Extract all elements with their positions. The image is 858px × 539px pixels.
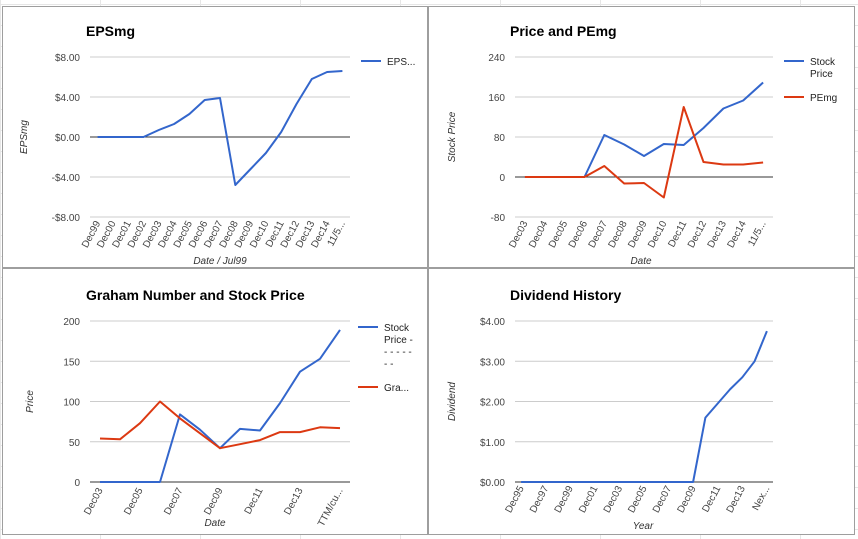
x-tick-label: Dec01 — [577, 484, 600, 515]
x-axis-label: Date / Jul99 — [193, 256, 247, 267]
y-axis-label: Stock Price — [447, 111, 458, 162]
y-tick-label: $1.00 — [480, 438, 505, 449]
series-line-1 — [97, 70, 343, 186]
x-tick-label: TTM/cu... — [316, 486, 346, 528]
chart-title: Price and PEmg — [510, 23, 617, 39]
dividend-svg: Dividend History $4.00 $3.00 $2.00 $1.00 $0.0… — [447, 287, 773, 532]
x-axis-label: Year — [633, 521, 654, 532]
legend-entry: Stock Price -- - - - -- - — [384, 323, 413, 370]
y-axis-label: Dividend — [447, 382, 458, 421]
y-tick-label: $8.00 — [55, 53, 80, 64]
y-tick-label: $0.00 — [480, 478, 505, 489]
price-pe-chart-panel[interactable]: Price and PEmg 240 160 80 0 -80 Dec03 Dec04 Dec0… — [428, 6, 855, 268]
x-tick-label: Dec13 — [725, 484, 748, 515]
y-tick-label: 0 — [74, 478, 80, 489]
y-tick-label: -80 — [491, 213, 506, 224]
x-tick-label: Dec09 — [676, 484, 699, 515]
price-pe-svg: Price and PEmg240160800-80Dec03Dec04Dec0… — [447, 23, 837, 267]
y-axis-label: Price — [25, 390, 36, 413]
chart-title: Graham Number and Stock Price — [86, 287, 305, 303]
x-tick-label: Dec05 — [626, 484, 649, 515]
legend-entry: Gra... — [384, 383, 409, 394]
y-tick-label: 240 — [488, 53, 505, 64]
y-tick-label: -$4.00 — [52, 173, 81, 184]
legend-entry: EPS... — [387, 57, 415, 68]
graham-svg: Graham Number and Stock Price 200 150 100 50… — [25, 287, 413, 529]
x-tick-label: Dec11 — [243, 486, 266, 516]
eps-chart-panel[interactable]: EPSmg $8.00 $4.00 $0.00 -$4.00 -$8.00 Dec99 Dec… — [2, 6, 428, 268]
y-tick-label: 200 — [63, 317, 80, 328]
x-axis-label: Date — [630, 256, 652, 267]
chart-title: Dividend History — [510, 287, 621, 303]
chart-title: EPSmg — [86, 23, 135, 39]
x-tick-label: Dec07 — [162, 486, 185, 517]
x-tick-label: Dec14 — [726, 219, 749, 250]
y-tick-label: $0.00 — [55, 133, 80, 144]
x-tick-label: 11/5... — [746, 219, 768, 248]
x-tick-label: Dec95 — [504, 484, 527, 515]
dividend-chart-panel[interactable]: Dividend History $4.00 $3.00 $2.00 $1.00 $0.0… — [428, 268, 855, 535]
y-tick-label: 160 — [488, 93, 505, 104]
graham-chart-panel[interactable]: Graham Number and Stock Price 200 150 100 50… — [2, 268, 428, 535]
y-tick-label: $3.00 — [480, 357, 505, 368]
x-tick-label: Dec05 — [122, 486, 145, 517]
eps-svg: EPSmg$8.00$4.00$0.00-$4.00-$8.00Dec99Dec… — [19, 23, 415, 267]
x-tick-label: Dec11 — [700, 484, 723, 514]
y-tick-label: $4.00 — [480, 317, 505, 328]
y-tick-label: 150 — [63, 357, 80, 368]
x-tick-label: Dec97 — [528, 484, 551, 515]
y-axis-label: EPSmg — [19, 120, 30, 154]
series-line-1 — [521, 330, 768, 483]
x-tick-label: Dec10 — [646, 219, 669, 250]
x-tick-label: Dec03 — [82, 486, 105, 517]
x-tick-label: Dec07 — [651, 484, 674, 515]
x-tick-label: Dec13 — [282, 486, 305, 517]
y-tick-label: 0 — [499, 173, 505, 184]
x-tick-label: Dec09 — [202, 486, 225, 517]
x-axis-label: Date — [204, 518, 226, 529]
y-tick-label: $4.00 — [55, 93, 80, 104]
legend-entry: Stock Price — [810, 57, 836, 80]
y-tick-label: 80 — [494, 133, 506, 144]
x-tick-label: Dec03 — [602, 484, 625, 515]
x-tick-label: Dec99 — [553, 484, 576, 515]
series-line-2 — [99, 400, 341, 450]
x-tick-label: Nex... — [751, 484, 773, 512]
y-tick-label: -$8.00 — [52, 213, 81, 224]
series-line-2 — [524, 106, 764, 199]
y-tick-label: $2.00 — [480, 398, 505, 409]
legend-entry: PEmg — [810, 93, 837, 104]
series-line-1 — [100, 329, 341, 483]
y-tick-label: 50 — [69, 438, 81, 449]
y-tick-label: 100 — [63, 398, 80, 409]
